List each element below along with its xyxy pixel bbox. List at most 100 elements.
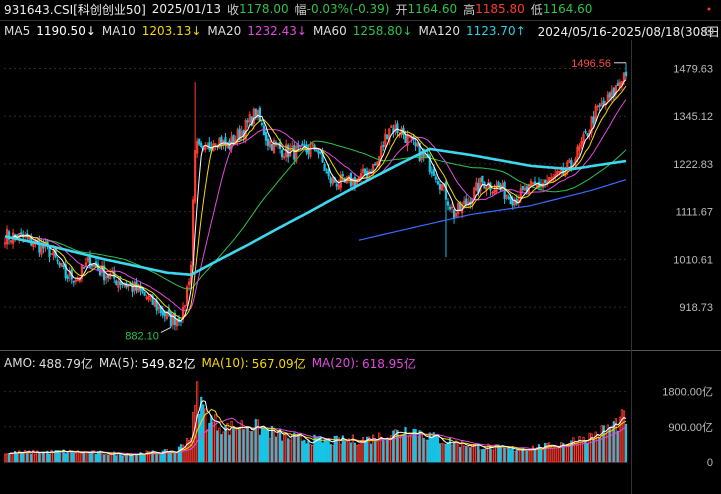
- candle-body: [614, 85, 617, 95]
- volume-bar: [331, 444, 334, 463]
- volume-bar: [376, 440, 379, 463]
- volume-bar: [125, 454, 128, 463]
- candle-body: [440, 184, 444, 191]
- volume-bar: [208, 422, 211, 463]
- volume-bar: [297, 433, 300, 463]
- candle-body: [550, 177, 553, 179]
- volume-bar: [491, 449, 494, 463]
- volume-bar: [422, 437, 425, 463]
- volume-bar: [40, 453, 43, 463]
- volume-bar: [428, 432, 431, 463]
- volume-bar: [521, 448, 524, 463]
- low-label: 低: [530, 2, 543, 17]
- candle-body: [616, 83, 620, 86]
- candle-body: [602, 100, 605, 105]
- candle-body: [584, 131, 587, 133]
- volume-bar: [250, 431, 253, 463]
- candles: [3, 62, 628, 331]
- volume-bar: [475, 443, 478, 463]
- volume-bar: [153, 452, 156, 463]
- settings-icon[interactable]: [703, 25, 715, 37]
- candle-body: [260, 123, 264, 125]
- candle-body: [117, 281, 120, 288]
- candle-body: [323, 164, 326, 172]
- volume-bar: [242, 429, 245, 463]
- volume-bar: [206, 429, 209, 463]
- candle-body: [56, 259, 59, 262]
- candle-body: [329, 177, 332, 184]
- candle-body: [566, 161, 569, 172]
- volume-bar: [349, 442, 353, 463]
- volume-bar: [372, 434, 375, 463]
- volume-bar: [94, 453, 98, 463]
- volume-bar: [624, 423, 628, 463]
- ma120-line: [4, 147, 627, 277]
- volume-bar: [440, 443, 444, 463]
- candle-body: [578, 145, 581, 151]
- index-code: 931643.CSI[科创创业50]: [4, 2, 146, 17]
- volume-bar: [596, 434, 599, 463]
- candle-body: [72, 280, 75, 283]
- volume-bar: [614, 418, 617, 463]
- volume-bar: [509, 449, 512, 463]
- candle-body: [66, 276, 69, 279]
- ma10-label: MA10: [101, 24, 136, 38]
- candle-body: [430, 171, 433, 174]
- candle-body: [226, 143, 229, 149]
- ma120-value: 1123.70↑: [465, 24, 526, 38]
- volume-bar: [155, 453, 158, 463]
- low-marker-line: [160, 326, 172, 333]
- ma10-line: [10, 85, 627, 319]
- low-annotation: 882.10: [125, 330, 159, 342]
- volume-bar: [285, 432, 288, 463]
- volume-bar: [48, 453, 51, 463]
- ma-legend: MA5 1190.50↓ MA10 1203.13↓ MA20 1232.43↓…: [0, 22, 721, 40]
- candle-body: [113, 270, 116, 279]
- volume-bar: [386, 438, 389, 463]
- candle-body: [361, 168, 365, 173]
- amo-ma20-label: MA(20):: [311, 356, 359, 370]
- candle-body: [167, 309, 170, 313]
- candle-body: [467, 201, 470, 205]
- candle-body: [594, 105, 597, 122]
- volume-bar: [210, 415, 213, 463]
- amo-ma10-label: MA(10):: [201, 356, 249, 370]
- candle-body: [576, 146, 579, 160]
- volume-bar: [590, 433, 593, 463]
- price-tick-label: 1111.67: [676, 207, 713, 219]
- volume-bar: [276, 430, 280, 463]
- volume-bar: [612, 421, 615, 463]
- close-value: 1178.00: [238, 2, 289, 16]
- candle-body: [183, 305, 187, 308]
- candle-body: [109, 273, 112, 280]
- candle-body: [598, 104, 601, 107]
- volume-bar: [365, 436, 369, 463]
- candle-body: [590, 116, 593, 133]
- volume-bar: [471, 444, 474, 463]
- volume-bar: [339, 443, 342, 463]
- volume-bar: [238, 429, 241, 463]
- candle-body: [434, 176, 437, 180]
- volume-bar: [580, 443, 583, 463]
- volume-bar: [325, 440, 328, 463]
- candle-body: [497, 181, 500, 188]
- volume-bar: [329, 444, 332, 463]
- volume-bar: [167, 453, 170, 463]
- volume-bar: [388, 437, 391, 463]
- candle-body: [309, 145, 312, 157]
- candle-body: [258, 107, 261, 122]
- candle-body: [147, 295, 150, 301]
- volume-bar: [420, 433, 423, 463]
- candle-body: [220, 136, 223, 147]
- volume-bar: [384, 441, 387, 463]
- candle-body: [355, 178, 359, 185]
- volume-bar: [96, 451, 100, 463]
- volume-bar: [147, 451, 150, 463]
- volume-bar: [246, 426, 249, 463]
- volume-bar: [374, 441, 377, 463]
- candle-body: [58, 262, 61, 266]
- volume-bar: [416, 436, 419, 463]
- volume-bar: [390, 435, 393, 463]
- volume-bar: [495, 444, 498, 463]
